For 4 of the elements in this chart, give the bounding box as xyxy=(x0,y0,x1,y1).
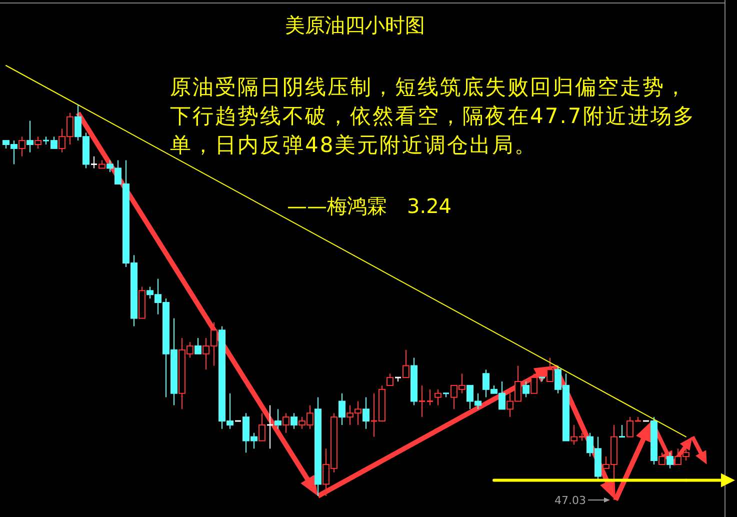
annotation: ——梅鸿霖 3.24 xyxy=(287,194,452,218)
chart-title: 美原油四小时图 xyxy=(285,13,425,37)
annotation: 47.03 xyxy=(554,494,586,507)
annotation: 原油受隔日阴线压制，短线筑底失败回归偏空走势，下行趋势线不破，依然看空，隔夜在47.7附近进场多单，日内反弹48美元附近调仓出局。 xyxy=(170,75,696,157)
